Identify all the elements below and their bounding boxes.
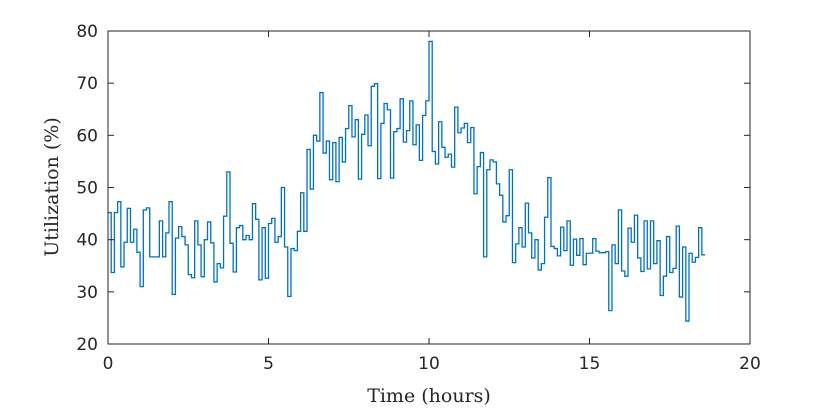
series-layer [108,40,706,322]
y-tick-label: 40 [76,231,98,251]
y-tick-label: 20 [76,335,98,355]
series-line [108,40,706,322]
x-axis-title: Time (hours) [367,385,491,407]
y-axis-title: Utilization (%) [41,117,63,257]
x-tick-label: 0 [103,354,114,374]
x-tick-label: 15 [579,354,601,374]
plot-frame [107,30,751,345]
x-tick-label: 20 [739,354,761,374]
y-tick-label: 50 [76,179,98,199]
y-tick-label: 80 [76,22,98,42]
x-tick-label: 5 [263,354,274,374]
y-tick-label: 70 [76,74,98,94]
y-tick-label: 30 [76,283,98,303]
x-tick-label: 10 [418,354,440,374]
y-tick-label: 60 [76,126,98,146]
ticks-layer: 0 5 10 15 20 20 30 40 50 60 70 80 [76,22,760,374]
